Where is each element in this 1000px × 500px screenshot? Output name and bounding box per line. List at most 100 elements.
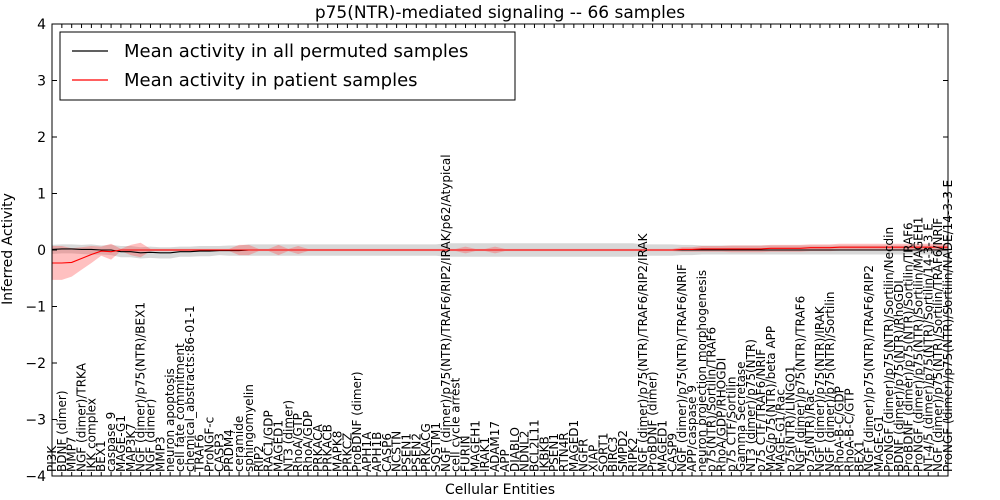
chart-title: p75(NTR)-mediated signaling -- 66 sample… bbox=[315, 3, 685, 23]
x-category-label: RhoA-B-C/GTP bbox=[843, 388, 857, 472]
x-category-label: ProNGF-c bbox=[203, 417, 217, 472]
x-category-label: NGF (dimer)/p75(NTR)/TRAF6/NRIF bbox=[675, 264, 689, 472]
x-category-label: ProBDNF (dimer)/p75(NTR)/Sortilin/TRAF6 bbox=[902, 222, 916, 472]
x-category-label: MAGE-G1 bbox=[114, 415, 128, 472]
legend: Mean activity in all permuted samples Me… bbox=[59, 31, 516, 101]
x-category-label: SMPD2 bbox=[616, 430, 630, 472]
confidence-bands bbox=[52, 242, 948, 280]
x-category-label: XIAP bbox=[587, 445, 601, 472]
x-category-label: Gamma Secretase bbox=[734, 361, 748, 472]
plot-frame bbox=[51, 23, 949, 477]
x-category-label: RhoA/GDP/RHOGDI bbox=[715, 358, 729, 472]
x-category-label: p75(NTR)/Rac bbox=[803, 389, 817, 472]
x-category-label: APH1A bbox=[360, 431, 374, 472]
x-category-label: MAGEH1 bbox=[468, 420, 482, 472]
x-category-label: MAG/p75(NTR)/beta APP bbox=[764, 326, 778, 472]
x-category-label: TRAF6 bbox=[193, 434, 207, 473]
x-category-label: CASP9 bbox=[665, 433, 679, 472]
x-category-label: PRKACA bbox=[311, 423, 325, 472]
x-category-label: ceramide bbox=[232, 416, 246, 472]
x-category-label: NGF (dimer)/p75(NTR)/TRAF6/RIP2/IRAK/p62… bbox=[439, 154, 453, 472]
x-category-label: cell cycle arrest bbox=[449, 377, 463, 472]
x-category-label: NGF (dimer) bbox=[144, 399, 158, 472]
x-category-label: SQSTM1 bbox=[429, 422, 443, 472]
x-category-label: RTN4R bbox=[557, 432, 571, 472]
x-category-label: APP/caspase 9 bbox=[685, 385, 699, 472]
x-category-label: caspase 9 bbox=[104, 412, 118, 472]
series-lines bbox=[51, 246, 949, 264]
x-category-label: NDNL2 bbox=[518, 430, 532, 472]
x-category-label: NGF (dimer)/p75(NTR)/Sortilin bbox=[823, 291, 837, 472]
legend-box bbox=[59, 31, 516, 101]
x-category-label: IKBKB bbox=[537, 436, 551, 472]
x-category-label: PSEN1 bbox=[400, 433, 414, 472]
x-category-label: ProBDNF (dimer) bbox=[350, 371, 364, 472]
x-category-label: NGF (dimer)/p75(NTR)/Sortilin/TRAF6/NRIF bbox=[931, 218, 945, 472]
x-category-label: NGF (dimer)/p75(NTR)/TRAF6/RIP2 bbox=[862, 265, 876, 472]
x-category-label: ADAM17 bbox=[488, 421, 502, 472]
x-category-label: ProNGF (dimer)/p75(NTR)/Sortilin/MAGEH1 bbox=[912, 217, 926, 472]
x-category-label: MAGED1 bbox=[656, 420, 670, 472]
y-tick-label: 4 bbox=[37, 17, 46, 33]
legend-label-permuted: Mean activity in all permuted samples bbox=[124, 41, 468, 62]
x-category-label: IRAK1 bbox=[478, 437, 492, 472]
x-category-label: p75 CTF/TRAF6/NRIF bbox=[754, 349, 768, 472]
x-category-label: MMP7 bbox=[65, 436, 79, 472]
y-tick-label: −2 bbox=[25, 356, 46, 372]
x-category-label: PRDM4 bbox=[222, 429, 236, 472]
x-category-label: MAP3K7 bbox=[124, 423, 138, 472]
patient-confidence-band bbox=[52, 242, 948, 280]
permuted-confidence-band bbox=[52, 243, 948, 259]
x-category-label: RIPK2 bbox=[626, 437, 640, 472]
x-category-label: RhoA-B-C/GDP bbox=[833, 386, 847, 472]
x-category-label: FURIN bbox=[459, 435, 473, 472]
x-category-label: MAGE-G1 bbox=[872, 415, 886, 472]
x-category-label: p75(NTR)/LINGO1 bbox=[784, 366, 798, 473]
x-category-label: RhoA/GDP bbox=[301, 411, 315, 472]
y-tick-label: −3 bbox=[25, 413, 46, 429]
y-tick-label: 1 bbox=[37, 187, 46, 203]
x-category-label: NGFR bbox=[577, 438, 591, 472]
x-category-label: PRKACB bbox=[321, 424, 335, 472]
x-category-label: PRKACG bbox=[419, 423, 433, 472]
y-tick-label: 3 bbox=[37, 74, 46, 90]
patient-mean-line bbox=[52, 246, 948, 264]
x-category-label: p75(NTR)/Sortilin/TRAF6 bbox=[705, 327, 719, 472]
x-category-label: BDNF (dimer)/p75(NTR)/RhoGDI bbox=[892, 280, 906, 472]
y-tick-label: 0 bbox=[37, 243, 46, 259]
x-category-label: neuron projection morphogenesis bbox=[695, 270, 709, 472]
x-axis-ticks bbox=[51, 24, 949, 476]
x-category-label: NGF (dimer)/p75(NTR)/TRAF6/RIP2/IRAK bbox=[636, 232, 650, 472]
x-category-label: NGF (dimer)/p75(NTR)/BEX1 bbox=[134, 302, 148, 472]
x-category-label: BDNF (dimer) bbox=[55, 390, 69, 472]
x-category-label: MAGED1 bbox=[567, 420, 581, 472]
x-category-label: ProBDNF (dimer) bbox=[646, 371, 660, 472]
x-category-label: MAGED1 bbox=[272, 420, 286, 472]
legend-label-patient: Mean activity in patient samples bbox=[124, 70, 418, 91]
x-category-label: CASP6 bbox=[380, 433, 394, 472]
x-category-label: BIRC3 bbox=[606, 436, 620, 472]
y-axis-ticks: −4 −3 −2 −1 0 1 2 3 4 bbox=[25, 17, 948, 485]
x-category-label: PSEN1 bbox=[547, 433, 561, 472]
x-category-label: RAC1/GDP bbox=[262, 410, 276, 472]
x-category-label: BEX1 bbox=[94, 440, 108, 472]
x-category-label: ProNGF (dimer)/p75(NTR)/Sortilin/Necdin bbox=[882, 227, 896, 472]
x-category-label: NT3 (dimer)/p75(NTR) bbox=[744, 339, 758, 472]
x-category-label: CASP3 bbox=[212, 433, 226, 472]
x-category-label: NGF (dimer)/p75(NTR)/TRAF6 bbox=[793, 296, 807, 472]
x-category-label: APP bbox=[498, 449, 512, 472]
x-category-label: NGF (dimer)/TRKA bbox=[75, 362, 89, 472]
x-category-label: DIABLO bbox=[508, 427, 522, 472]
x-category-label: MMP3 bbox=[153, 436, 167, 472]
x-axis-label: Cellular Entities bbox=[445, 482, 555, 498]
x-category-label: NT3 (dimer) bbox=[281, 400, 295, 472]
x-category-label: cell fate commitment bbox=[173, 343, 187, 472]
x-category-label: BCL2L11 bbox=[528, 419, 542, 472]
x-category-label: APH1B bbox=[370, 432, 384, 472]
x-category-label: PSEN2 bbox=[409, 433, 423, 472]
x-category-label: sphingomyelin bbox=[242, 384, 256, 472]
x-category-label: NCSTN bbox=[390, 431, 404, 472]
x-category-label: IKK complex bbox=[84, 398, 98, 472]
x-category-label: MAPK8 bbox=[331, 431, 345, 472]
